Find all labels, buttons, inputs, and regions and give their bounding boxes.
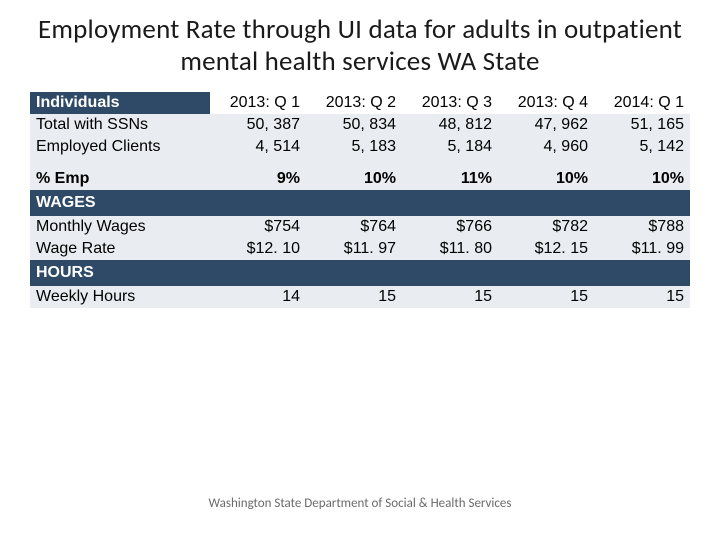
slide: Employment Rate through UI data for adul…: [0, 0, 720, 540]
table-row: Employed Clients 4, 514 5, 183 5, 184 4,…: [30, 136, 690, 158]
cell: 10%: [594, 168, 690, 190]
table-row-pct-emp: % Emp 9% 10% 11% 10% 10%: [30, 168, 690, 190]
col-header-q1-2013: 2013: Q 1: [210, 92, 306, 114]
cell: 15: [594, 286, 690, 308]
col-header-q2-2013: 2013: Q 2: [306, 92, 402, 114]
col-header-individuals: Individuals: [30, 92, 210, 114]
row-label-total-ssn: Total with SSNs: [30, 114, 210, 136]
cell: 50, 387: [210, 114, 306, 136]
cell: 15: [306, 286, 402, 308]
row-label-employed: Employed Clients: [30, 136, 210, 158]
cell: $11. 80: [402, 238, 498, 260]
footer-attribution: Washington State Department of Social & …: [0, 496, 720, 512]
col-header-q4-2013: 2013: Q 4: [498, 92, 594, 114]
cell: 48, 812: [402, 114, 498, 136]
spacer: [30, 158, 690, 168]
col-header-q1-2014: 2014: Q 1: [594, 92, 690, 114]
table-row: Total with SSNs 50, 387 50, 834 48, 812 …: [30, 114, 690, 136]
cell: 10%: [306, 168, 402, 190]
row-label-wage-rate: Wage Rate: [30, 238, 210, 260]
cell: 14: [210, 286, 306, 308]
cell: 4, 514: [210, 136, 306, 158]
cell: $782: [498, 216, 594, 238]
page-title: Employment Rate through UI data for adul…: [30, 14, 690, 78]
cell: $11. 97: [306, 238, 402, 260]
cell: $788: [594, 216, 690, 238]
cell: 47, 962: [498, 114, 594, 136]
row-label-monthly-wages: Monthly Wages: [30, 216, 210, 238]
row-label-pct-emp: % Emp: [30, 168, 210, 190]
cell: $754: [210, 216, 306, 238]
cell: $12. 15: [498, 238, 594, 260]
table-row: Monthly Wages $754 $764 $766 $782 $788: [30, 216, 690, 238]
section-label-wages: WAGES: [30, 190, 210, 216]
cell: $12. 10: [210, 238, 306, 260]
table-row: Weekly Hours 14 15 15 15 15: [30, 286, 690, 308]
cell: 15: [498, 286, 594, 308]
cell: 15: [402, 286, 498, 308]
cell: $11. 99: [594, 238, 690, 260]
cell: 4, 960: [498, 136, 594, 158]
cell: 5, 183: [306, 136, 402, 158]
section-header-wages: WAGES: [30, 190, 690, 216]
row-label-weekly-hours: Weekly Hours: [30, 286, 210, 308]
table-row: Wage Rate $12. 10 $11. 97 $11. 80 $12. 1…: [30, 238, 690, 260]
cell: 5, 184: [402, 136, 498, 158]
table-header-row: Individuals 2013: Q 1 2013: Q 2 2013: Q …: [30, 92, 690, 114]
section-header-hours: HOURS: [30, 260, 690, 286]
cell: 10%: [498, 168, 594, 190]
data-table: Individuals 2013: Q 1 2013: Q 2 2013: Q …: [30, 92, 690, 308]
cell: 9%: [210, 168, 306, 190]
col-header-q3-2013: 2013: Q 3: [402, 92, 498, 114]
cell: $766: [402, 216, 498, 238]
cell: 11%: [402, 168, 498, 190]
cell: 5, 142: [594, 136, 690, 158]
cell: 51, 165: [594, 114, 690, 136]
cell: $764: [306, 216, 402, 238]
section-label-hours: HOURS: [30, 260, 210, 286]
cell: 50, 834: [306, 114, 402, 136]
